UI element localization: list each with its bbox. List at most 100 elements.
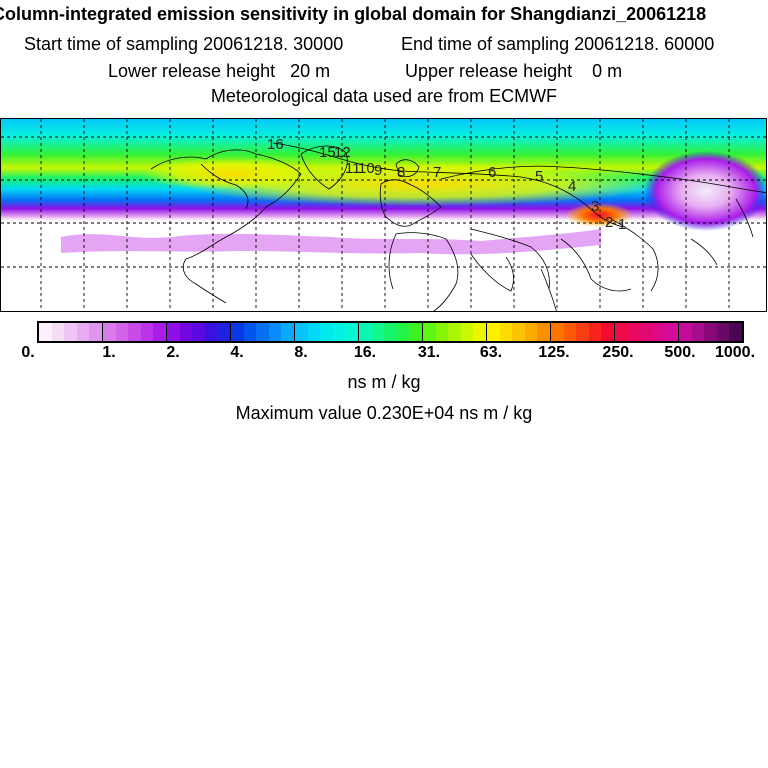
colorbar-segment — [359, 323, 423, 341]
contour-label: 1 — [618, 216, 626, 233]
colorbar-tick-label: 125. — [538, 344, 570, 361]
colorbar-tick-label: 4. — [230, 344, 244, 361]
colorbar-swatch — [345, 323, 358, 341]
field-ne-blob — [644, 151, 766, 231]
colorbar-swatch — [295, 323, 308, 341]
colorbar-segment — [487, 323, 551, 341]
colorbar-swatch — [76, 323, 90, 341]
colorbar-swatch — [652, 323, 666, 341]
colorbar-swatch — [679, 323, 692, 341]
colorbar-swatch — [153, 323, 166, 341]
release-upper: Upper release height 0 m — [405, 61, 623, 81]
colorbar-tick-label: 16. — [353, 344, 377, 361]
sampling-end: End time of sampling 20061218. 60000 — [401, 34, 715, 54]
colorbar-swatch — [307, 323, 321, 341]
colorbar-swatch — [396, 323, 410, 341]
colorbar-swatch — [551, 323, 564, 341]
colorbar-segment — [679, 323, 742, 341]
colorbar-swatch — [704, 323, 717, 341]
contour-label: 16 — [267, 136, 284, 153]
colorbar-swatch — [665, 323, 678, 341]
colorbar-swatch — [167, 323, 180, 341]
coastlines — [150, 145, 766, 311]
colorbar-swatch — [243, 323, 257, 341]
trajectory-path — [272, 142, 624, 228]
colorbar-tick-label: 31. — [417, 344, 441, 361]
contour-label: 11 — [345, 160, 361, 177]
colorbar-units: ns m / kg — [347, 372, 421, 392]
colorbar-swatch — [627, 323, 641, 341]
contour-label: 4 — [568, 178, 576, 195]
colorbar-swatch — [332, 323, 346, 341]
colorbar-swatch — [563, 323, 577, 341]
colorbar-swatch — [103, 323, 116, 341]
colorbar-segment — [231, 323, 295, 341]
colorbar-swatch — [231, 323, 244, 341]
colorbar-swatch — [115, 323, 129, 341]
colorbar-tick-label: 63. — [479, 344, 503, 361]
colorbar-segment — [39, 323, 103, 341]
colorbar-swatch — [268, 323, 282, 341]
colorbar-segment — [295, 323, 359, 341]
colorbar-swatch — [384, 323, 397, 341]
colorbar-swatch — [140, 323, 154, 341]
contour-label: 8 — [397, 164, 405, 181]
colorbar-swatch — [691, 323, 705, 341]
colorbar-segment — [167, 323, 231, 341]
colorbar-tick-label: 250. — [602, 344, 634, 361]
plot-title: Column-integrated emission sensitivity i… — [0, 4, 707, 24]
colorbar-swatch — [576, 323, 589, 341]
colorbar-tick-label: 0. — [21, 344, 35, 361]
sensitivity-map: 16 15 12 11 10 9 8 7 6 5 4 3 2 1 — [0, 118, 767, 312]
contour-label: 15 — [319, 144, 336, 161]
colorbar-swatch — [409, 323, 422, 341]
colorbar-swatch — [128, 323, 141, 341]
colorbar-swatch — [217, 323, 230, 341]
contour-label: 3 — [591, 198, 599, 215]
maximum-value: Maximum value 0.230E+04 ns m / kg — [235, 403, 533, 423]
colorbar-swatch — [487, 323, 500, 341]
colorbar-swatch — [192, 323, 205, 341]
colorbar-segment — [423, 323, 487, 341]
meteo-source: Meteorological data used are from ECMWF — [210, 86, 558, 106]
colorbar-swatch — [320, 323, 333, 341]
colorbar-tick-label: 500. — [664, 344, 696, 361]
colorbar-swatch — [716, 323, 730, 341]
colorbar-swatch — [460, 323, 474, 341]
contour-label: 2 — [605, 214, 613, 231]
colorbar-swatch — [423, 323, 436, 341]
contour-label: 12 — [334, 144, 351, 161]
field-purple-fringe — [61, 229, 601, 255]
colorbar-segment — [103, 323, 167, 341]
contour-label: 5 — [535, 168, 543, 185]
colorbar-swatch — [179, 323, 193, 341]
colorbar-tick-label: 2. — [166, 344, 180, 361]
colorbar-swatch — [281, 323, 294, 341]
field-source-hotspot — [565, 203, 633, 227]
colorbar-swatch — [256, 323, 269, 341]
colorbar-swatch — [601, 323, 614, 341]
colorbar-swatch — [64, 323, 77, 341]
colorbar-tick-label: 1000. — [714, 344, 756, 361]
colorbar-swatch — [499, 323, 513, 341]
colorbar-segment — [551, 323, 615, 341]
contour-label: 9 — [374, 162, 382, 179]
colorbar-swatch — [615, 323, 628, 341]
colorbar-swatch — [512, 323, 525, 341]
sampling-start: Start time of sampling 20061218. 30000 — [24, 34, 344, 54]
colorbar-swatch — [524, 323, 538, 341]
colorbar-swatch — [51, 323, 65, 341]
colorbar-swatch — [89, 323, 102, 341]
field-yellow-west — [141, 158, 321, 190]
colorbar-swatch — [371, 323, 385, 341]
colorbar — [37, 321, 744, 343]
colorbar-swatch — [448, 323, 461, 341]
colorbar-tick-label: 1. — [102, 344, 116, 361]
colorbar-swatch — [537, 323, 550, 341]
colorbar-swatch — [359, 323, 372, 341]
colorbar-swatch — [39, 323, 52, 341]
colorbar-swatch — [435, 323, 449, 341]
colorbar-segment — [615, 323, 679, 341]
colorbar-swatch — [204, 323, 218, 341]
